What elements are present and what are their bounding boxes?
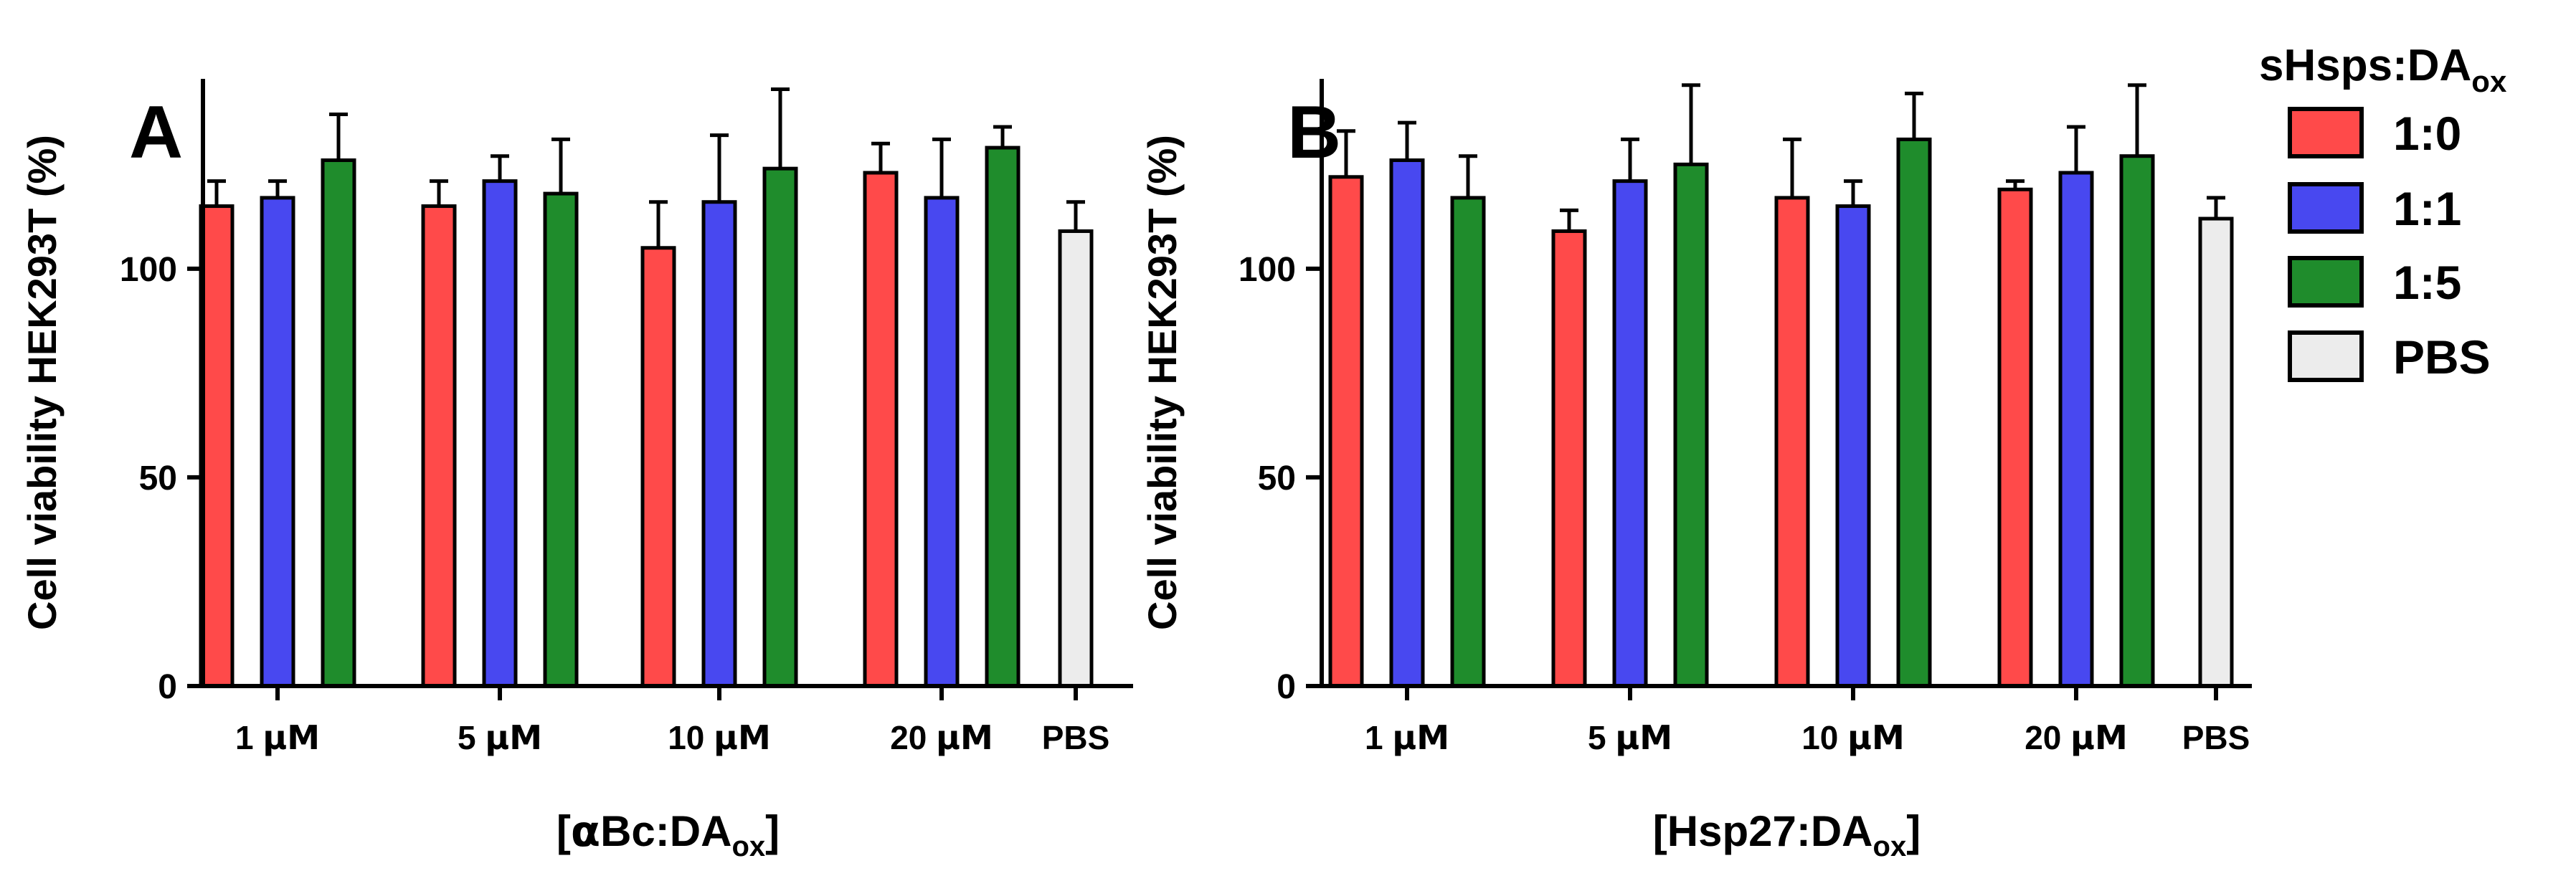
x-tick-number: 5: [458, 719, 476, 756]
bar-a-g3-1-5: [985, 146, 1021, 688]
bar-b-g2-1-1: [1835, 204, 1871, 688]
x-tick-unit: μM: [2070, 718, 2128, 757]
y-tick-label: 50: [1258, 460, 1296, 497]
bar-b-g1-1-0: [1551, 229, 1587, 688]
x-tick-number: PBS: [1042, 719, 1110, 756]
x-axis-title-bracket-close: ]: [1906, 807, 1921, 855]
bar-a-g3-1-0: [863, 171, 899, 688]
legend-label: PBS: [2393, 330, 2491, 384]
x-tick-unit: μM: [1847, 718, 1905, 757]
legend-swatch-1-5: [2288, 256, 2364, 308]
legend: sHsps:DAox 1:0 1:1 1:5 PBS: [2259, 41, 2507, 384]
bar-b-g3-1-0: [1997, 187, 2033, 688]
legend-label: 1:5: [2393, 256, 2461, 309]
y-tick-label: 0: [158, 668, 177, 706]
bar-a-g4-PBS: [1058, 229, 1094, 688]
legend-swatch-1-0: [2288, 107, 2364, 158]
legend-title-main: sHsps:DA: [2259, 41, 2471, 90]
x-tick-label: 5 μM: [1588, 718, 1672, 757]
y-tick-label: 0: [1277, 668, 1296, 706]
x-tick-number: 20: [890, 719, 927, 756]
bar-a-g1-1-0: [421, 204, 457, 688]
x-tick-unit: μM: [714, 718, 771, 757]
x-tick-unit: μM: [936, 718, 993, 757]
bar-b-g4-PBS: [2198, 216, 2234, 688]
x-tick-label: 10 μM: [1801, 718, 1905, 757]
panel-letter: A: [129, 91, 183, 174]
x-tick-number: 1: [1365, 719, 1383, 756]
bar-b-g3-1-1: [2058, 171, 2094, 688]
x-tick-label: PBS: [1042, 719, 1110, 756]
bar-b-g3-1-5: [2119, 154, 2155, 688]
legend-title-subscript: ox: [2471, 65, 2507, 98]
bar-a-g2-1-5: [762, 166, 798, 688]
x-axis-title: [Hsp27:DAox]: [1653, 807, 1921, 862]
legend-swatch-PBS: [2288, 330, 2364, 382]
x-axis-title-subscript: ox: [1873, 831, 1907, 862]
x-axis-title-bracket-open: [: [1653, 807, 1667, 855]
x-axis-title-bracket-open: [: [557, 807, 571, 855]
legend-title: sHsps:DAox: [2259, 41, 2507, 98]
x-axis-title-subscript: ox: [731, 831, 765, 862]
bar-b-g1-1-1: [1612, 179, 1648, 688]
x-tick-label: 20 μM: [890, 718, 993, 757]
legend-label: 1:0: [2393, 107, 2461, 160]
legend-swatch-1-1: [2288, 182, 2364, 234]
bar-b-g2-1-5: [1896, 137, 1932, 688]
x-axis-title-greek: α: [571, 806, 600, 857]
bar-a-g1-1-5: [543, 191, 579, 688]
x-tick-unit: μM: [1615, 718, 1672, 757]
y-tick-label: 100: [1239, 251, 1296, 289]
x-tick-unit: μM: [1392, 718, 1449, 757]
x-axis-title: [αBc:DAox]: [557, 806, 780, 862]
x-tick-number: PBS: [2182, 719, 2250, 756]
x-axis-title-bracket-close: ]: [765, 807, 780, 855]
x-tick-unit: μM: [262, 718, 320, 757]
bar-a-g0-1-5: [321, 158, 356, 688]
bar-b-g0-1-5: [1450, 196, 1486, 688]
x-tick-label: 5 μM: [458, 718, 542, 757]
bar-a-g0-1-1: [260, 196, 295, 688]
y-axis-title: Cell viability HEK293T (%): [19, 135, 65, 630]
x-tick-number: 5: [1588, 719, 1606, 756]
x-tick-number: 10: [1801, 719, 1838, 756]
y-axis-title: Cell viability HEK293T (%): [1140, 135, 1185, 630]
y-tick-label: 100: [120, 251, 177, 289]
y-tick-label: 50: [139, 460, 177, 497]
x-tick-label: 20 μM: [2025, 718, 2128, 757]
x-tick-label: 1 μM: [1365, 718, 1449, 757]
bar-a-g0-1-0: [199, 204, 235, 688]
x-axis-title-main: Bc:DA: [600, 807, 731, 855]
bar-b-g1-1-5: [1673, 162, 1709, 688]
bar-a-g2-1-0: [640, 246, 676, 688]
bar-a-g1-1-1: [482, 179, 518, 688]
x-tick-unit: μM: [485, 718, 542, 757]
bar-b-g0-1-0: [1328, 175, 1364, 688]
bar-b-g2-1-0: [1774, 196, 1810, 688]
panel-letter: B: [1287, 91, 1341, 174]
x-tick-label: PBS: [2182, 719, 2250, 756]
bar-a-g2-1-1: [701, 200, 737, 688]
x-tick-label: 1 μM: [235, 718, 320, 757]
bar-b-g0-1-1: [1389, 158, 1425, 688]
bar-a-g3-1-1: [924, 196, 960, 688]
x-tick-number: 10: [668, 719, 704, 756]
x-tick-label: 10 μM: [668, 718, 771, 757]
legend-label: 1:1: [2393, 182, 2461, 235]
x-tick-number: 1: [235, 719, 254, 756]
x-tick-number: 20: [2025, 719, 2061, 756]
x-axis-title-main: Hsp27:DA: [1667, 807, 1873, 855]
